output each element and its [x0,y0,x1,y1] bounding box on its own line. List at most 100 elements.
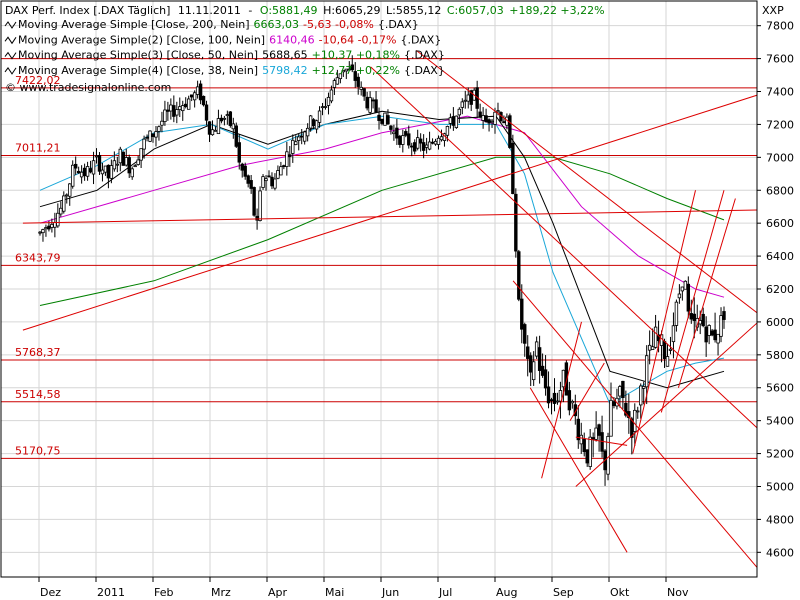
trendline [512,280,757,569]
candle-body [276,170,280,179]
candle-body [192,92,197,101]
candle-body [317,110,322,123]
indicator-icon [4,67,17,75]
candle-body [121,151,125,166]
candle-body [76,170,81,174]
header-change: +189,22 +3,22% [509,4,604,17]
candle-body [148,130,152,142]
candle-body [184,103,188,108]
candle-body [106,164,111,179]
candle-body [523,324,527,344]
candle-body [213,129,218,132]
indicator-instrument: {.DAX} [404,64,445,77]
candle-body [558,390,563,402]
candle-body [222,117,227,120]
candle-body [686,283,691,312]
candle-body [371,99,375,102]
candle-body [169,104,173,112]
y-tick-label: 5200 [766,448,794,461]
candle-body [528,355,533,373]
candle-body [326,96,331,106]
y-tick-label: 7600 [766,53,794,66]
header-symbol: DAX Perf. Index [.DAX Täglich] [5,4,170,17]
candle-body [427,141,432,150]
candle-body [115,163,120,166]
candle-body [546,386,551,404]
candle-body [53,222,57,228]
candle-body [445,126,450,136]
indicator-entry: Moving Average Simple(4) [Close, 38, Nei… [18,64,445,77]
candle-body [91,160,96,175]
candle-body [410,145,414,148]
candle-body [567,390,572,411]
candle-body [201,95,206,106]
candle-body [466,94,470,102]
candle-body [288,154,292,157]
indicator-entry: Moving Average Simple(2) [Close, 100, Ne… [18,33,441,46]
indicator-value: 6140,46 [269,33,315,46]
candle-body [511,142,515,194]
trendline [575,322,757,487]
candle-body [82,167,87,177]
candle-body [719,315,723,337]
source-credit: © www.tradesignalonline.com [5,81,171,94]
candle-body [38,231,42,234]
candle-body [68,183,72,197]
candle-body [210,129,215,136]
candle-body [311,119,316,126]
candle-body [300,135,304,138]
candle-body [139,148,143,161]
candle-body [484,115,488,123]
candle-body [487,119,491,124]
ma-line [39,115,725,405]
candle-body [713,329,717,341]
candle-body [297,136,301,141]
candle-body [56,212,60,227]
candle-body [133,165,137,168]
candle-body [207,121,212,135]
candle-body [579,434,583,445]
axis-code: XXP [762,4,784,17]
candle-body [633,409,637,432]
candle-body [350,64,354,71]
header-high: H:6065,29 [323,4,380,17]
candle-body [624,402,628,416]
candle-body [413,142,417,152]
candle-body [154,131,158,138]
trendline [22,94,757,331]
indicator-name: Moving Average Simple(2) [Close, 100, Ne… [18,33,265,46]
candle-body [246,175,250,184]
y-tick-label: 4600 [766,546,794,559]
candle-body [639,385,643,406]
candle-body [157,126,161,132]
candle-body [430,141,435,144]
candle-body [178,106,182,110]
trendline [677,198,736,388]
candle-body [380,118,384,124]
trendlines [22,49,757,569]
candle-body [451,116,456,126]
candle-body [540,365,545,376]
chart-header: DAX Perf. Index [.DAX Täglich] 11.11.201… [5,4,605,17]
candle-body [279,166,283,176]
candle-body [561,369,566,388]
x-tick-label: Jun [381,586,399,599]
x-tick-label: Feb [154,586,173,599]
candle-body [305,127,310,137]
candle-body [225,114,230,116]
candle-body [588,436,592,467]
candle-body [683,280,688,290]
candle-body [323,106,328,108]
candle-body [689,313,693,320]
y-tick-label: 6000 [766,316,794,329]
y-tick-label: 7400 [766,86,794,99]
candle-body [273,178,277,189]
candle-body [460,101,464,108]
indicator-instrument: {.DAX} [378,18,419,31]
candles [38,55,726,486]
candle-body [707,325,711,336]
y-tick-label: 7200 [766,118,794,131]
candle-body [228,111,233,126]
candle-body [594,427,598,440]
candle-body [118,148,122,164]
